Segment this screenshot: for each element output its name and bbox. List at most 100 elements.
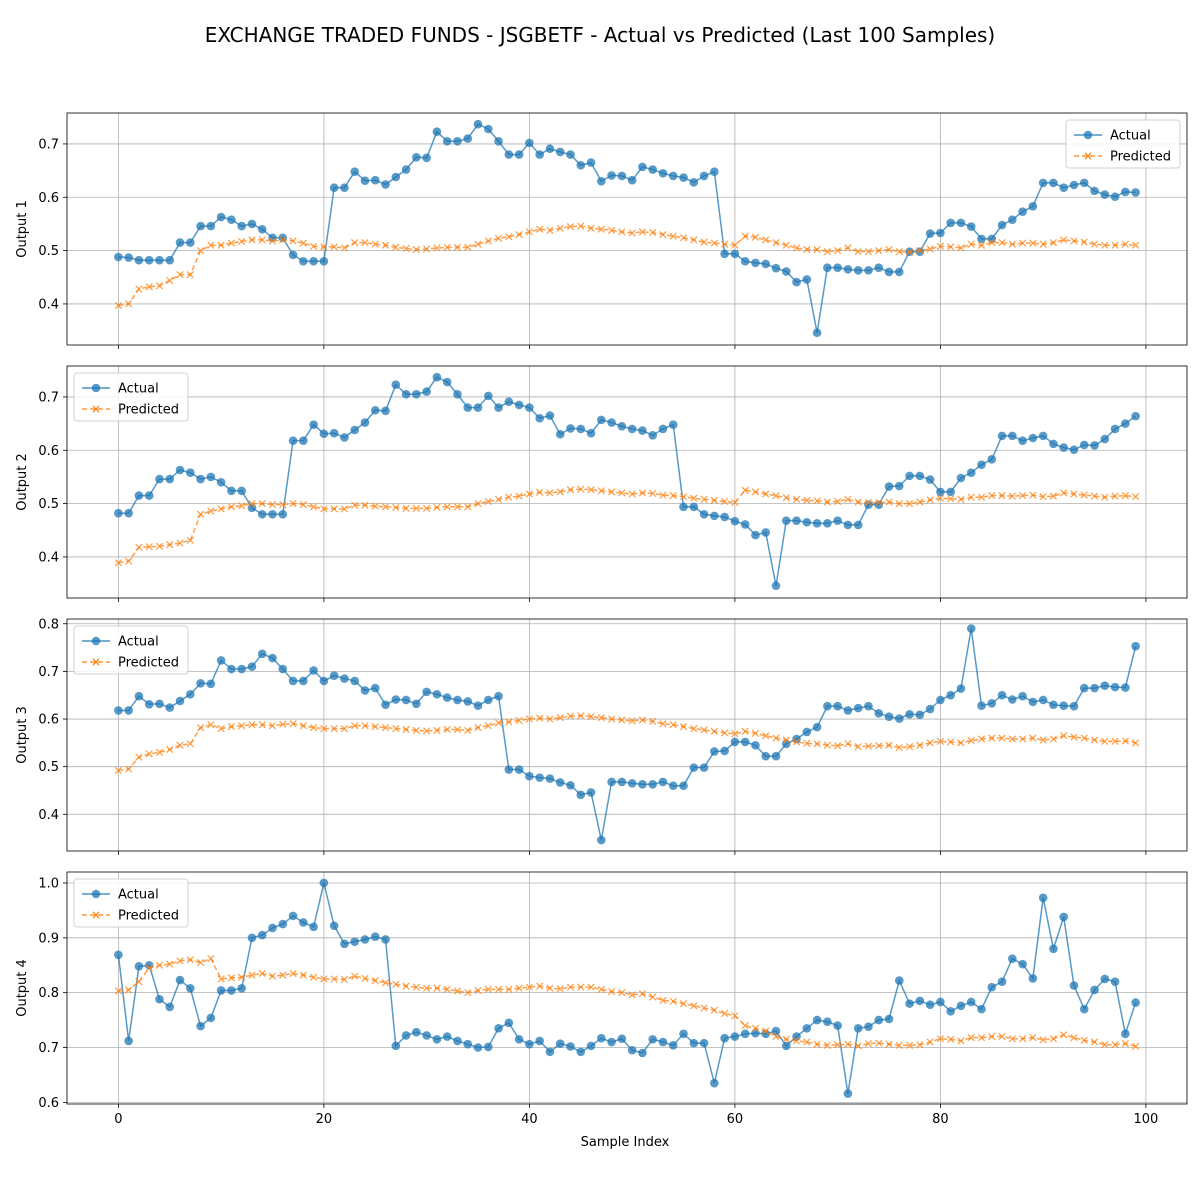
- data-point-actual: [894, 267, 904, 277]
- data-point-actual: [833, 263, 842, 272]
- data-point-actual: [1038, 431, 1048, 441]
- data-point-actual: [186, 983, 195, 993]
- data-point-predicted: [217, 505, 225, 513]
- data-point-actual: [535, 773, 544, 782]
- data-point-actual: [1131, 998, 1140, 1007]
- y-tick-label: 0.6: [38, 1096, 59, 1111]
- data-point-actual: [216, 212, 226, 222]
- data-point-actual: [905, 999, 914, 1008]
- data-point-actual: [144, 699, 154, 709]
- data-point-actual: [268, 923, 277, 933]
- data-point-actual: [514, 400, 524, 410]
- data-point-actual: [1018, 207, 1027, 216]
- data-point-predicted: [135, 285, 143, 293]
- data-point-actual: [196, 221, 205, 231]
- data-point-actual: [1079, 178, 1089, 188]
- data-point-predicted: [268, 972, 277, 980]
- x-tick-label: 40: [521, 1112, 538, 1127]
- data-point-predicted: [967, 736, 975, 745]
- data-point-actual: [627, 779, 637, 788]
- data-point-predicted: [587, 713, 595, 721]
- data-point-actual: [155, 255, 164, 265]
- data-point-predicted: [258, 721, 266, 729]
- data-point-predicted: [433, 244, 441, 252]
- data-point-actual: [114, 706, 123, 715]
- data-point-predicted: [556, 985, 564, 993]
- data-point-predicted: [679, 1000, 688, 1008]
- data-point-actual: [956, 684, 966, 693]
- data-point-predicted: [1018, 735, 1027, 743]
- data-point-predicted: [1049, 1035, 1058, 1043]
- data-point-actual: [442, 136, 452, 146]
- data-point-predicted: [525, 983, 534, 991]
- data-point-actual: [977, 234, 986, 244]
- data-point-actual: [216, 477, 226, 487]
- data-point-actual: [617, 171, 627, 181]
- data-point-predicted: [392, 980, 400, 989]
- legend-label: Actual: [118, 888, 159, 903]
- data-point-predicted: [597, 225, 605, 233]
- data-point-predicted: [916, 246, 924, 255]
- data-point-actual: [751, 740, 760, 750]
- data-point-actual: [1110, 424, 1120, 434]
- data-point-actual: [617, 777, 627, 787]
- data-point-predicted: [515, 492, 523, 500]
- data-point-actual: [360, 418, 370, 427]
- data-point-actual: [843, 706, 853, 715]
- data-point-actual: [823, 701, 832, 711]
- y-tick-label: 0.6: [38, 444, 59, 459]
- data-point-predicted: [1111, 492, 1119, 500]
- data-point-actual: [936, 228, 945, 238]
- data-point-actual: [812, 519, 822, 528]
- data-point-predicted: [484, 497, 492, 506]
- data-point-predicted: [1008, 735, 1016, 743]
- data-point-actual: [483, 391, 493, 401]
- data-point-predicted: [423, 727, 431, 735]
- data-point-predicted: [844, 495, 852, 503]
- data-point-actual: [833, 516, 842, 525]
- data-point-actual: [823, 263, 832, 272]
- data-point-actual: [751, 530, 760, 540]
- data-point-actual: [1008, 215, 1017, 224]
- data-point-predicted: [412, 983, 420, 991]
- data-point-actual: [679, 502, 688, 512]
- data-point-actual: [627, 1045, 637, 1055]
- data-point-actual: [956, 473, 966, 483]
- data-point-predicted: [792, 495, 801, 503]
- data-point-predicted: [854, 743, 862, 751]
- data-point-predicted: [823, 498, 831, 506]
- data-point-predicted: [731, 498, 739, 507]
- data-point-actual: [977, 1004, 986, 1014]
- data-point-actual: [155, 699, 164, 709]
- data-point-actual: [853, 1024, 863, 1033]
- data-point-predicted: [392, 724, 400, 733]
- data-point-actual: [1079, 1004, 1089, 1014]
- data-point-predicted: [207, 507, 215, 515]
- data-point-actual: [360, 935, 370, 944]
- data-point-actual: [987, 982, 997, 992]
- data-point-actual: [689, 502, 699, 512]
- data-point-predicted: [433, 726, 441, 735]
- data-point-predicted: [330, 243, 338, 251]
- data-point-predicted: [772, 734, 780, 742]
- data-point-actual: [833, 701, 842, 711]
- data-point-predicted: [515, 230, 523, 239]
- data-point-predicted: [227, 239, 236, 247]
- data-point-predicted: [731, 241, 739, 249]
- data-point-actual: [442, 693, 452, 702]
- data-point-actual: [216, 986, 226, 995]
- data-point-actual: [391, 172, 401, 182]
- data-point-predicted: [720, 729, 729, 737]
- data-point-predicted: [238, 722, 246, 730]
- data-point-actual: [874, 709, 884, 718]
- data-point-actual: [206, 1013, 216, 1023]
- data-point-actual: [545, 774, 555, 783]
- data-point-actual: [1079, 440, 1089, 450]
- data-point-predicted: [361, 974, 369, 983]
- data-point-predicted: [803, 245, 811, 254]
- data-point-actual: [668, 420, 678, 429]
- y-tick-label: 1.0: [38, 876, 59, 891]
- data-point-predicted: [905, 1041, 914, 1049]
- data-point-predicted: [628, 490, 636, 498]
